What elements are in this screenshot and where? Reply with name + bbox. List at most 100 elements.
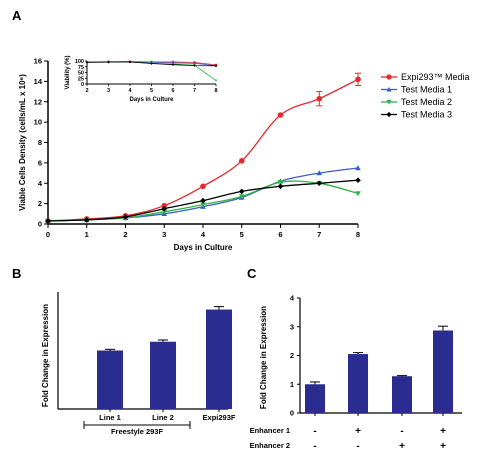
panel-c-y-tick-label: 0 bbox=[290, 409, 294, 418]
inset-x-tick-label: 6 bbox=[171, 88, 174, 94]
bar bbox=[433, 330, 453, 413]
data-point bbox=[316, 170, 323, 176]
data-point bbox=[355, 165, 361, 171]
inset-y-tick-label: 75 bbox=[78, 65, 84, 71]
condition-sign: + bbox=[399, 441, 405, 452]
inset-data-point bbox=[193, 62, 196, 65]
bar bbox=[392, 376, 412, 413]
condition-sign: + bbox=[355, 426, 361, 437]
inset-x-axis-title: Days in Culture bbox=[129, 97, 174, 103]
legend-label: Expi293™ Media bbox=[401, 72, 470, 82]
panel-a-x-tick-label: 2 bbox=[123, 230, 127, 239]
panel-b-group-label: Freestyle 293F bbox=[111, 427, 164, 436]
bar bbox=[206, 309, 232, 409]
panel-b-category-label: Line 1 bbox=[99, 413, 121, 422]
panel-b-category-label: Expi293F bbox=[203, 413, 236, 422]
data-point bbox=[161, 202, 168, 209]
inset-y-tick-label: 50 bbox=[78, 71, 84, 77]
data-point bbox=[200, 197, 206, 204]
data-point bbox=[238, 194, 245, 200]
panel-a-x-tick-label: 7 bbox=[317, 230, 321, 239]
panel-a-x-tick-label: 0 bbox=[46, 230, 50, 239]
data-point bbox=[161, 209, 168, 215]
panel-a-x-tick-label: 8 bbox=[356, 230, 360, 239]
data-point bbox=[277, 112, 284, 118]
condition-sign: + bbox=[440, 426, 446, 437]
data-point bbox=[238, 188, 245, 195]
legend-marker bbox=[386, 99, 392, 105]
inset-data-point bbox=[193, 64, 196, 67]
data-point bbox=[316, 180, 323, 187]
legend-label: Test Media 3 bbox=[401, 110, 452, 120]
data-point bbox=[45, 218, 51, 224]
inset-data-point bbox=[85, 61, 89, 64]
panel-a-x-tick-label: 4 bbox=[201, 230, 206, 239]
panel-a-series bbox=[45, 72, 361, 224]
panel-letter-c: C bbox=[247, 266, 257, 281]
data-point bbox=[238, 158, 245, 164]
panel-a-y-tick-label: 2 bbox=[38, 199, 42, 208]
bar bbox=[305, 384, 325, 413]
panel-letter-b: B bbox=[12, 266, 21, 281]
legend-marker bbox=[386, 86, 392, 92]
panel-a-legend: Expi293™ Media Test Media 1 Test Media 2 Te… bbox=[381, 72, 470, 120]
panel-a-y-axis-title: Viable Cells Density (cells/mL x 10⁶) bbox=[18, 74, 27, 211]
bar bbox=[150, 341, 176, 409]
data-point bbox=[83, 217, 90, 223]
inset-x-tick-label: 2 bbox=[85, 88, 88, 94]
condition-label: Enhancer 2 bbox=[250, 441, 290, 450]
data-point bbox=[355, 177, 361, 183]
panel-a-y-tick-label: 14 bbox=[34, 77, 43, 86]
panel-c-y-tick-label: 4 bbox=[290, 294, 295, 303]
data-point bbox=[161, 205, 168, 212]
panel-b-y-axis-title: Fold Change in Expression bbox=[41, 304, 50, 407]
panel-a-y-tick-label: 16 bbox=[34, 57, 42, 66]
inset-x-tick-label: 4 bbox=[128, 88, 132, 94]
panel-c-y-tick-label: 3 bbox=[290, 322, 294, 331]
series-line bbox=[47, 167, 359, 222]
inset-x-tick-label: 7 bbox=[193, 88, 196, 94]
panel-c-chart: 0 1 2 3 4 Enhancer 1 - + - + Enhancer 2 - - + + bbox=[250, 294, 462, 452]
panel-letter-a: A bbox=[12, 8, 22, 23]
legend-label: Test Media 1 bbox=[401, 85, 452, 95]
panel-a-x-tick-label: 1 bbox=[85, 230, 89, 239]
panel-a-y-tick-label: 0 bbox=[38, 220, 42, 229]
inset-data-point bbox=[107, 60, 110, 64]
condition-sign: - bbox=[356, 441, 359, 452]
inset-x-tick-label: 8 bbox=[214, 88, 217, 94]
panel-a-x-axis-title: Days in Culture bbox=[174, 243, 233, 252]
panel-b-category-label: Line 2 bbox=[152, 413, 174, 422]
inset-x-tick-label: 3 bbox=[107, 88, 110, 94]
panel-c-y-axis-title: Fold Change in Expression bbox=[259, 306, 268, 409]
panel-a-x-tick-label: 5 bbox=[240, 230, 244, 239]
panel-a-y-tick-label: 10 bbox=[34, 118, 42, 127]
inset-y-tick-label: 25 bbox=[78, 76, 84, 82]
data-point bbox=[355, 191, 361, 197]
inset-data-point bbox=[171, 63, 175, 66]
legend-marker bbox=[386, 74, 392, 80]
condition-label: Enhancer 1 bbox=[250, 426, 290, 435]
condition-sign: - bbox=[400, 426, 403, 437]
inset-y-tick-label: 0 bbox=[81, 82, 84, 88]
panel-a-y-tick-label: 4 bbox=[38, 179, 43, 188]
inset-y-tick-label: 100 bbox=[75, 59, 84, 65]
inset-data-point bbox=[150, 62, 153, 65]
data-point bbox=[277, 179, 284, 186]
condition-sign: - bbox=[313, 441, 316, 452]
data-point bbox=[200, 183, 206, 190]
inset-data-point bbox=[128, 60, 132, 64]
bar bbox=[348, 354, 368, 413]
panel-a-y-tick-label: 6 bbox=[38, 158, 42, 167]
panel-a-x-tick-label: 6 bbox=[278, 230, 282, 239]
legend-marker bbox=[386, 111, 392, 118]
inset-x-tick-label: 5 bbox=[150, 88, 153, 94]
panel-a-x-tick-label: 3 bbox=[162, 230, 166, 239]
panel-b-chart: Line 1 Line 2 Expi293F bbox=[57, 292, 236, 429]
data-point bbox=[277, 183, 284, 190]
legend-label: Test Media 2 bbox=[401, 97, 452, 107]
inset-data-point bbox=[214, 64, 218, 68]
data-point bbox=[122, 214, 129, 220]
